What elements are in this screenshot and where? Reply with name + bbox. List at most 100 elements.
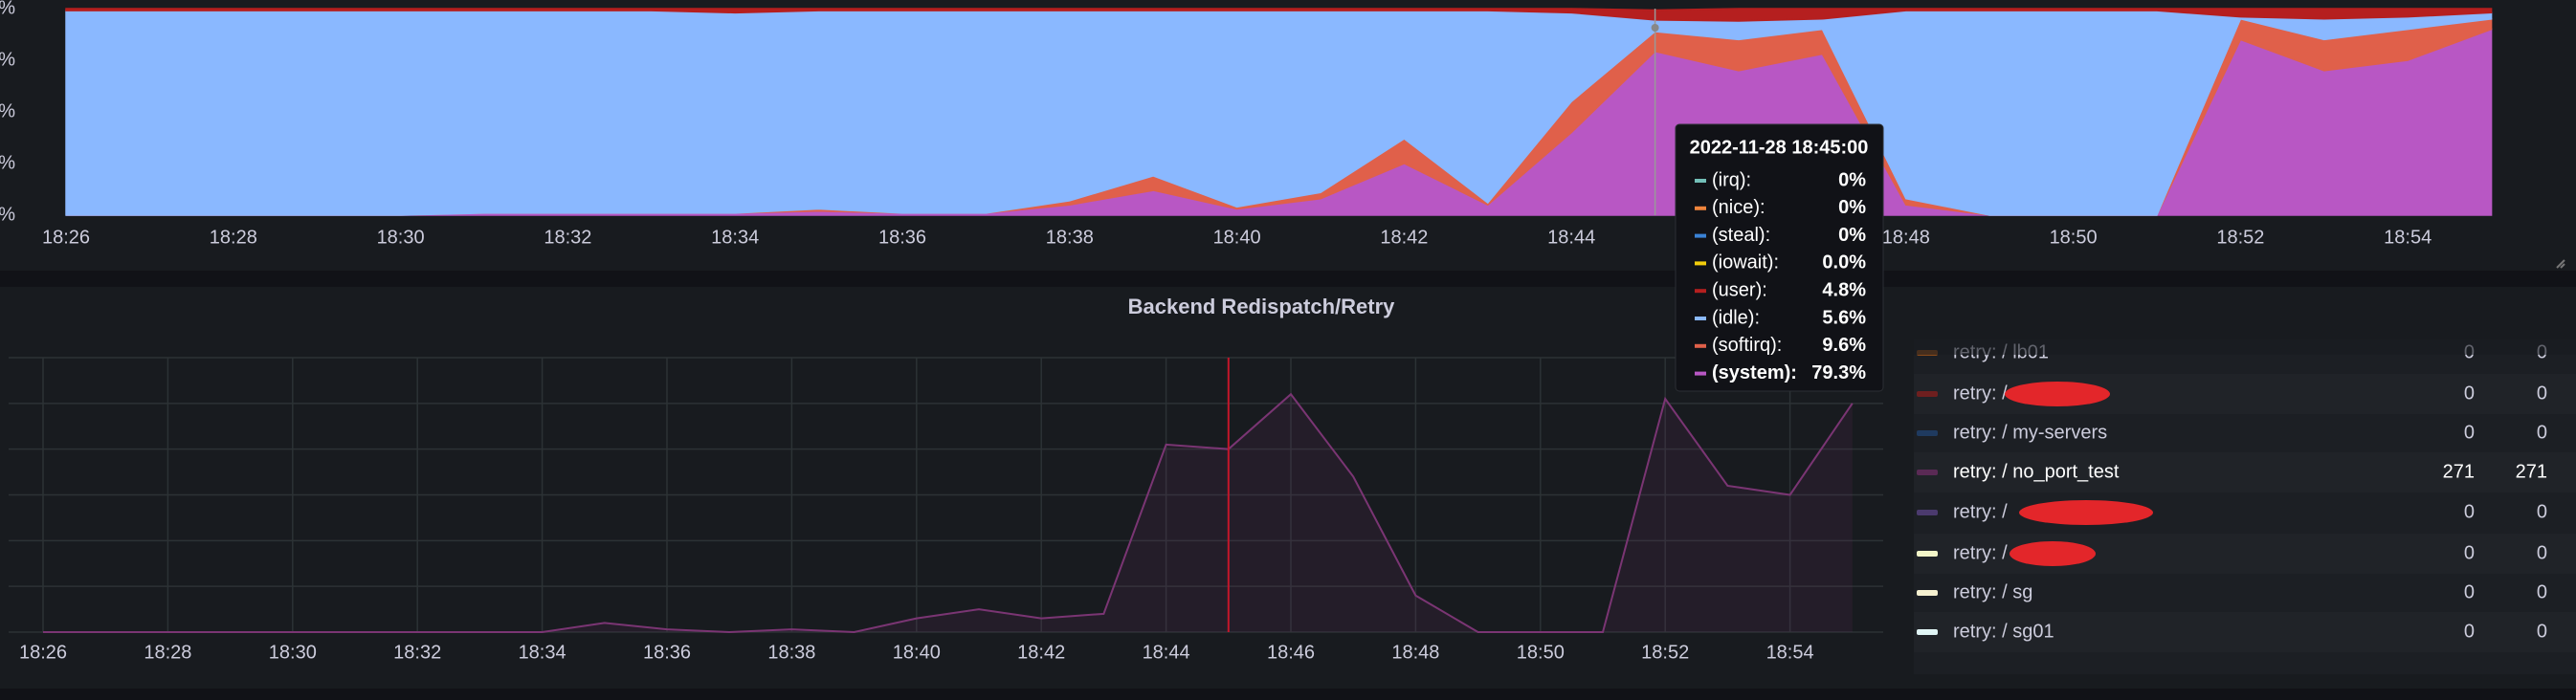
x-tick-label: 18:28 [144, 642, 191, 663]
legend-swatch [1917, 430, 1938, 436]
tooltip: 2022-11-28 18:45:00 (irq): 0% (nice): 0% (ste… [1675, 123, 1884, 392]
legend-value: 271 [2516, 461, 2547, 482]
bottom-chart: 18:26 18:28 18:30 18:32 18:34 18:36 18:38 18:40… [9, 357, 1883, 663]
y-tick-label: 100% [0, 0, 15, 18]
legend-value: 0 [2464, 581, 2475, 602]
legend-value: 0 [2537, 422, 2547, 443]
legend-value: 0 [2464, 383, 2475, 404]
legend-value: 0 [2537, 581, 2547, 602]
tooltip-swatch [1695, 317, 1706, 320]
legend-name: retry: / my-servers [1953, 422, 2107, 443]
tooltip-swatch [1695, 343, 1706, 348]
tooltip-name: (nice): [1712, 197, 1765, 218]
line-fill [43, 394, 1853, 632]
resize-handle [2556, 259, 2565, 269]
legend-name: retry: / sg01 [1953, 621, 2054, 642]
y-tick-label: 75% [0, 49, 15, 70]
hover-point [1651, 24, 1659, 32]
x-tick-label: 18:50 [1517, 642, 1565, 663]
x-tick-label: 18:46 [1267, 642, 1315, 663]
legend-value: 0 [2464, 542, 2475, 563]
x-tick-label: 18:26 [19, 642, 67, 663]
tooltip-name: (system): [1712, 362, 1797, 383]
tooltip-value: 4.8% [1822, 279, 1866, 300]
x-tick-label: 18:42 [1017, 642, 1065, 663]
row-bg [1914, 612, 2576, 652]
x-tick-label: 18:26 [42, 227, 90, 248]
x-tick-label: 18:48 [1391, 642, 1439, 663]
legend-value: 0 [2537, 383, 2547, 404]
top-chart: 0% 25% 50% 75% 100% 18:26 18:28 18:30 18:32 18:34… [0, 0, 2493, 248]
row-bg [1914, 452, 2576, 492]
x-tick-label: 18:50 [2050, 227, 2098, 248]
tooltip-value: 9.6% [1822, 335, 1866, 356]
legend-value: 0 [2464, 501, 2475, 522]
x-tick-label: 18:36 [878, 227, 926, 248]
tooltip-swatch [1695, 233, 1706, 238]
legend-value: 0 [2464, 621, 2475, 642]
tooltip-swatch [1695, 371, 1706, 376]
legend-swatch [1917, 590, 1938, 596]
legend-value: 271 [2443, 461, 2475, 482]
legend-name: retry: / [1953, 542, 2008, 563]
x-tick-label: 18:30 [269, 642, 317, 663]
tooltip-value: 5.6% [1822, 307, 1866, 328]
y-tick-label: 50% [0, 100, 15, 121]
tooltip-swatch [1695, 206, 1706, 210]
tooltip-value: 0% [1838, 169, 1866, 190]
x-tick-label: 18:32 [544, 227, 591, 248]
legend-fade [1914, 339, 2576, 355]
line [43, 392, 1854, 634]
x-tick-label: 18:44 [1143, 642, 1190, 663]
tooltip-swatch [1695, 289, 1706, 294]
tooltip-value: 0% [1838, 225, 1866, 246]
panel-title: Backend Redispatch/Retry [1128, 295, 1396, 318]
tooltip-time: 2022-11-28 18:45:00 [1690, 137, 1869, 158]
redaction [2010, 541, 2096, 566]
legend-swatch [1917, 391, 1938, 397]
y-tick-label: 0% [0, 204, 15, 225]
legend-value: 0 [2537, 501, 2547, 522]
y-tick-label: 25% [0, 152, 15, 173]
tooltip-value: 0% [1838, 197, 1866, 218]
tooltip-name: (steal): [1712, 225, 1770, 246]
legend-value: 0 [2537, 621, 2547, 642]
legend-swatch [1917, 551, 1938, 557]
legend-value: 0 [2464, 422, 2475, 443]
x-tick-label: 18:52 [2216, 227, 2264, 248]
x-tick-label: 18:38 [767, 642, 815, 663]
x-tick-label: 18:40 [893, 642, 941, 663]
area-idle [65, 10, 2493, 216]
tooltip-value: 0.0% [1822, 252, 1866, 273]
tooltip-name: (iowait): [1712, 252, 1779, 273]
tooltip-value: 79.3% [1811, 362, 1866, 383]
x-tick-label: 18:40 [1213, 227, 1261, 248]
legend-swatch [1917, 629, 1938, 635]
area-user [65, 8, 2493, 22]
x-tick-label: 18:36 [643, 642, 691, 663]
legend-value: 0 [2537, 542, 2547, 563]
tooltip-swatch [1695, 261, 1706, 266]
legend-name: retry: / [1953, 383, 2008, 404]
x-tick-label: 18:54 [2384, 227, 2432, 248]
x-tick-label: 18:32 [393, 642, 441, 663]
x-tick-label: 18:52 [1641, 642, 1689, 663]
legend-name: retry: / sg [1953, 581, 2032, 602]
legend-swatch [1917, 470, 1938, 475]
legend-swatch [1917, 510, 1938, 515]
redaction [2005, 382, 2110, 406]
x-tick-label: 18:30 [377, 227, 425, 248]
x-tick-label: 18:44 [1547, 227, 1595, 248]
tooltip-name: (softirq): [1712, 335, 1782, 356]
x-tick-label: 18:42 [1380, 227, 1428, 248]
x-tick-label: 18:48 [1882, 227, 1930, 248]
x-tick-label: 18:28 [210, 227, 257, 248]
x-tick-label: 18:34 [711, 227, 759, 248]
legend-name: retry: / no_port_test [1953, 461, 2120, 482]
x-tick-label: 18:38 [1046, 227, 1094, 248]
tooltip-swatch [1695, 179, 1706, 183]
legend-name: retry: / [1953, 501, 2008, 522]
x-tick-label: 18:54 [1766, 642, 1814, 663]
tooltip-name: (irq): [1712, 169, 1751, 190]
